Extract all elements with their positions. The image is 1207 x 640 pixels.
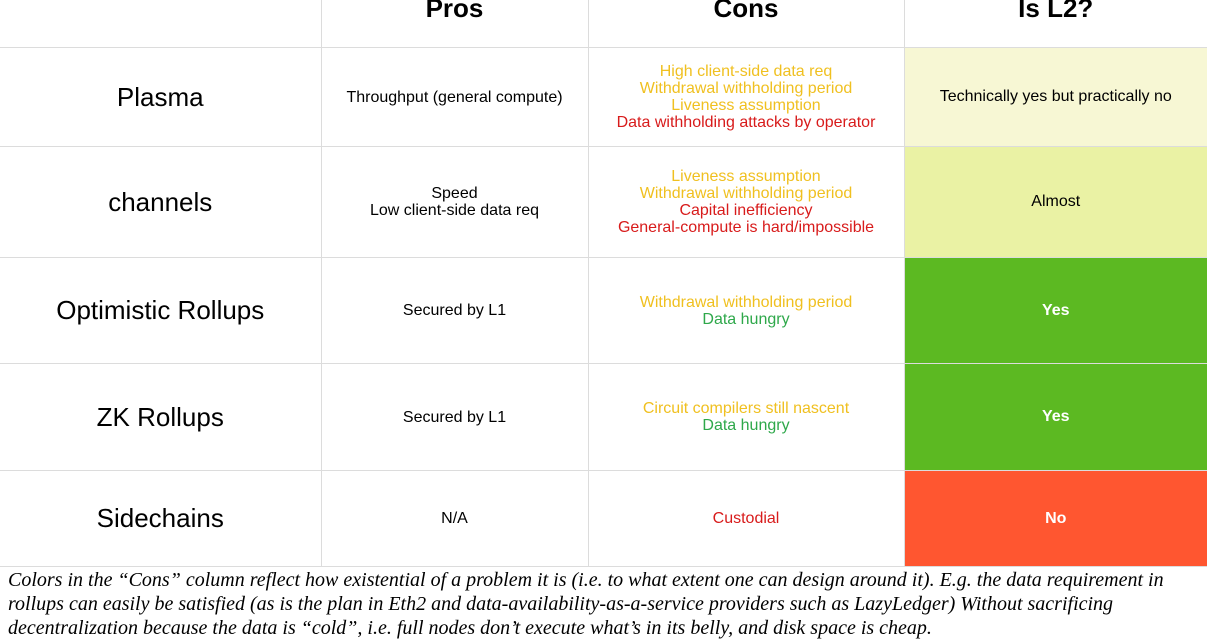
cons-line: Data withholding attacks by operator — [616, 114, 876, 131]
l2-comparison-table: Pros Cons Is L2? Plasma Throughput (gener… — [0, 0, 1207, 567]
pros-line: Secured by L1 — [402, 408, 507, 426]
is-l2-cell: Technically yes but practically no — [903, 47, 1207, 147]
row-label: Optimistic Rollups — [0, 257, 322, 364]
cons-cell: Circuit compilers still nascent Data hung… — [587, 363, 905, 471]
pros-cell: Throughput (general compute) — [320, 47, 589, 147]
table-row: Plasma Throughput (general compute) High c… — [0, 47, 1207, 147]
cons-line: Custodial — [712, 510, 780, 527]
footnote: Colors in the “Cons” column reflect how … — [8, 569, 1164, 639]
cons-cell: Custodial — [587, 470, 905, 567]
corner-cell — [0, 0, 322, 48]
pros-line: Secured by L1 — [402, 302, 507, 319]
is-l2-cell: No — [903, 470, 1207, 567]
table-body: Plasma Throughput (general compute) High c… — [0, 47, 1207, 567]
row-label: Sidechains — [0, 470, 322, 567]
column-header-is-l2: Is L2? — [903, 0, 1207, 48]
column-header-pros: Pros — [320, 0, 589, 48]
cons-line: Liveness assumption — [671, 168, 821, 185]
table-row: channels Speed Low client-side data req Liv… — [0, 146, 1207, 258]
cons-cell: Liveness assumption Withdrawal withholdin… — [587, 146, 905, 258]
column-header-cons: Cons — [587, 0, 905, 48]
cons-line: High client-side data req — [659, 63, 833, 80]
cons-line: Data hungry — [702, 310, 790, 328]
pros-line: N/A — [441, 510, 468, 527]
cons-line: Withdrawal withholding period — [639, 185, 853, 202]
cons-line: Liveness assumption — [671, 97, 821, 114]
is-l2-cell: Almost — [903, 146, 1207, 258]
cons-line: General-compute is hard/impossible — [617, 219, 875, 236]
pros-cell: Secured by L1 — [320, 257, 589, 364]
cons-cell: Withdrawal withholding period Data hungry — [587, 257, 905, 364]
table-row: ZK Rollups Secured by L1 Circuit compilers… — [0, 363, 1207, 471]
header-row: Pros Cons Is L2? — [0, 0, 1207, 48]
table-row: Optimistic Rollups Secured by L1 Withdrawa… — [0, 257, 1207, 364]
is-l2-cell: Yes — [903, 257, 1207, 364]
pros-line: Low client-side data req — [370, 202, 539, 219]
cons-line: Data hungry — [702, 417, 790, 434]
cons-line: Withdrawal withholding period — [639, 293, 853, 311]
cons-line: Capital inefficiency — [679, 202, 813, 219]
row-label: Plasma — [0, 47, 322, 147]
cons-line: Circuit compilers still nascent — [642, 400, 850, 417]
pros-cell: N/A — [320, 470, 589, 567]
is-l2-cell: Yes — [903, 363, 1207, 471]
cons-line: Withdrawal withholding period — [639, 80, 853, 97]
pros-cell: Speed Low client-side data req — [320, 146, 589, 258]
row-label: ZK Rollups — [0, 363, 322, 471]
pros-cell: Secured by L1 — [320, 363, 589, 471]
row-label: channels — [0, 146, 322, 258]
pros-line: Throughput (general compute) — [346, 88, 563, 106]
table-row: Sidechains N/A Custodial No — [0, 470, 1207, 567]
pros-line: Speed — [431, 185, 478, 202]
cons-cell: High client-side data req Withdrawal with… — [587, 47, 905, 147]
